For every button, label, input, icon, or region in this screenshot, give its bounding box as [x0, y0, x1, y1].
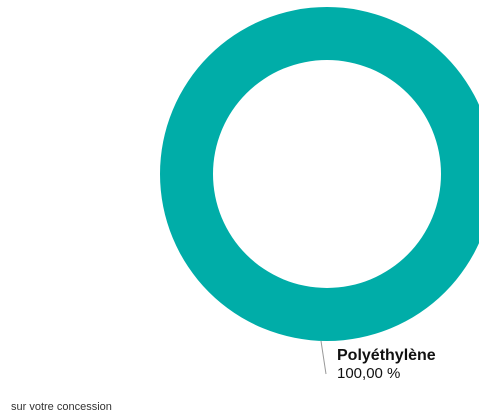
slice-label-value: 100,00 %: [337, 365, 400, 382]
footer-note: sur votre concession: [11, 401, 112, 413]
donut-slice-0: [160, 7, 479, 341]
donut-slices: [160, 7, 479, 341]
leader-line: [320, 340, 327, 375]
slice-label-name: Polyéthylène: [337, 347, 436, 364]
